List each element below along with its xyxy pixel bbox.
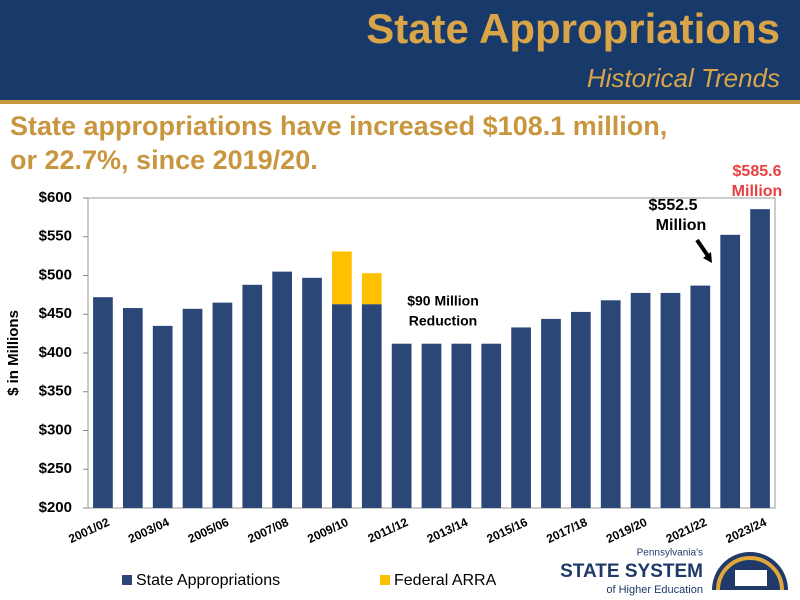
x-tick-label: 2007/08 <box>246 515 292 546</box>
x-tick-label: 2013/14 <box>425 515 471 546</box>
slide-subtitle: Historical Trends <box>587 63 780 93</box>
header-band <box>0 0 800 100</box>
bar <box>122 308 143 508</box>
x-tick-label: 2015/16 <box>484 515 530 546</box>
y-axis-label: $ in Millions <box>5 310 22 396</box>
x-tick-label: 2001/02 <box>66 515 112 546</box>
logo-text: of Higher Education <box>606 584 703 596</box>
bar <box>421 343 442 508</box>
x-tick-label: 2009/10 <box>305 515 351 546</box>
bar <box>332 251 352 305</box>
y-tick-label: $600 <box>39 189 72 206</box>
y-tick-label: $400 <box>39 344 72 361</box>
annotation: Reduction <box>409 313 477 329</box>
bar <box>451 343 472 508</box>
arrow-head <box>703 252 712 263</box>
bar <box>152 325 173 508</box>
annotation: $585.6 <box>733 163 782 180</box>
x-tick-label: 2017/18 <box>544 515 590 546</box>
annotation: $90 Million <box>407 293 479 309</box>
legend-label: State Appropriations <box>136 572 280 589</box>
logo-arc <box>716 556 784 591</box>
bar <box>272 271 293 508</box>
bar <box>242 284 263 508</box>
bar <box>212 302 233 508</box>
headline: State appropriations have increased $108… <box>10 111 667 141</box>
x-tick-label: 2019/20 <box>604 515 650 546</box>
y-tick-label: $550 <box>39 228 72 245</box>
y-tick-label: $450 <box>39 305 72 322</box>
x-tick-label: 2023/24 <box>723 515 769 546</box>
y-tick-label: $300 <box>39 421 72 438</box>
headline: or 22.7%, since 2019/20. <box>10 145 318 175</box>
bar <box>361 273 382 305</box>
annotation: $552.5 <box>649 197 698 214</box>
y-tick-label: $250 <box>39 460 72 477</box>
bar <box>750 209 770 508</box>
logo: Pennsylvania's STATE SYSTEM of Higher Ed… <box>560 548 788 596</box>
bar <box>541 318 561 508</box>
annotation: Million <box>732 183 783 200</box>
header-rule <box>0 100 800 104</box>
bar <box>332 304 352 508</box>
bar <box>600 300 621 508</box>
bar <box>391 343 412 508</box>
slide-title: State Appropriations <box>366 5 780 52</box>
bar <box>720 234 741 508</box>
x-tick-label: 2005/06 <box>186 515 232 546</box>
bar <box>182 308 203 508</box>
y-tick-label: $500 <box>39 266 72 283</box>
bar <box>511 327 531 508</box>
annotation: Million <box>656 217 707 234</box>
x-tick-label: 2003/04 <box>126 515 172 546</box>
logo-map <box>735 570 767 586</box>
legend-swatch <box>122 575 132 585</box>
x-tick-label: 2021/22 <box>664 515 710 546</box>
y-tick-label: $350 <box>39 383 72 400</box>
bar <box>630 292 651 508</box>
arrow <box>695 238 710 258</box>
legend-label: Federal ARRA <box>394 572 497 589</box>
y-tick-label: $200 <box>39 499 72 516</box>
bar <box>93 297 113 508</box>
bar <box>690 285 711 508</box>
legend-swatch <box>380 575 390 585</box>
bar <box>302 277 322 508</box>
bar <box>361 304 382 508</box>
bar <box>660 292 681 508</box>
x-tick-label: 2011/12 <box>366 515 411 546</box>
bar <box>481 343 502 508</box>
logo-text: STATE SYSTEM <box>560 561 703 582</box>
logo-text: Pennsylvania's <box>637 548 703 559</box>
bar <box>570 311 591 508</box>
